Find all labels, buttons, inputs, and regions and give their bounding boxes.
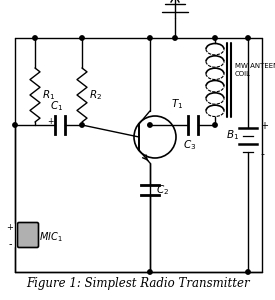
Text: $C_3$: $C_3$ — [183, 138, 197, 152]
Circle shape — [213, 36, 217, 40]
Circle shape — [148, 123, 152, 127]
Text: $C_2$: $C_2$ — [156, 183, 169, 197]
Text: -: - — [260, 149, 264, 159]
Circle shape — [246, 36, 250, 40]
Circle shape — [80, 123, 84, 127]
Text: MW ANTEENA
COIL: MW ANTEENA COIL — [235, 63, 275, 77]
Text: $MIC_1$: $MIC_1$ — [39, 230, 63, 244]
Text: -: - — [8, 239, 12, 249]
Text: $R_2$: $R_2$ — [89, 88, 102, 102]
Text: +: + — [7, 224, 13, 232]
Circle shape — [13, 123, 17, 127]
Circle shape — [246, 270, 250, 274]
Circle shape — [148, 270, 152, 274]
Circle shape — [80, 36, 84, 40]
Text: $B_1$: $B_1$ — [226, 128, 239, 142]
FancyBboxPatch shape — [18, 223, 38, 247]
Text: $T_1$: $T_1$ — [171, 97, 183, 111]
Text: $R_1$: $R_1$ — [42, 88, 55, 102]
Text: $C_1$: $C_1$ — [50, 99, 64, 113]
Circle shape — [148, 36, 152, 40]
Text: +: + — [260, 121, 268, 131]
Circle shape — [33, 36, 37, 40]
Text: Figure 1: Simplest Radio Transmitter: Figure 1: Simplest Radio Transmitter — [26, 277, 250, 290]
Text: +: + — [47, 116, 53, 125]
Circle shape — [173, 36, 177, 40]
Circle shape — [213, 123, 217, 127]
